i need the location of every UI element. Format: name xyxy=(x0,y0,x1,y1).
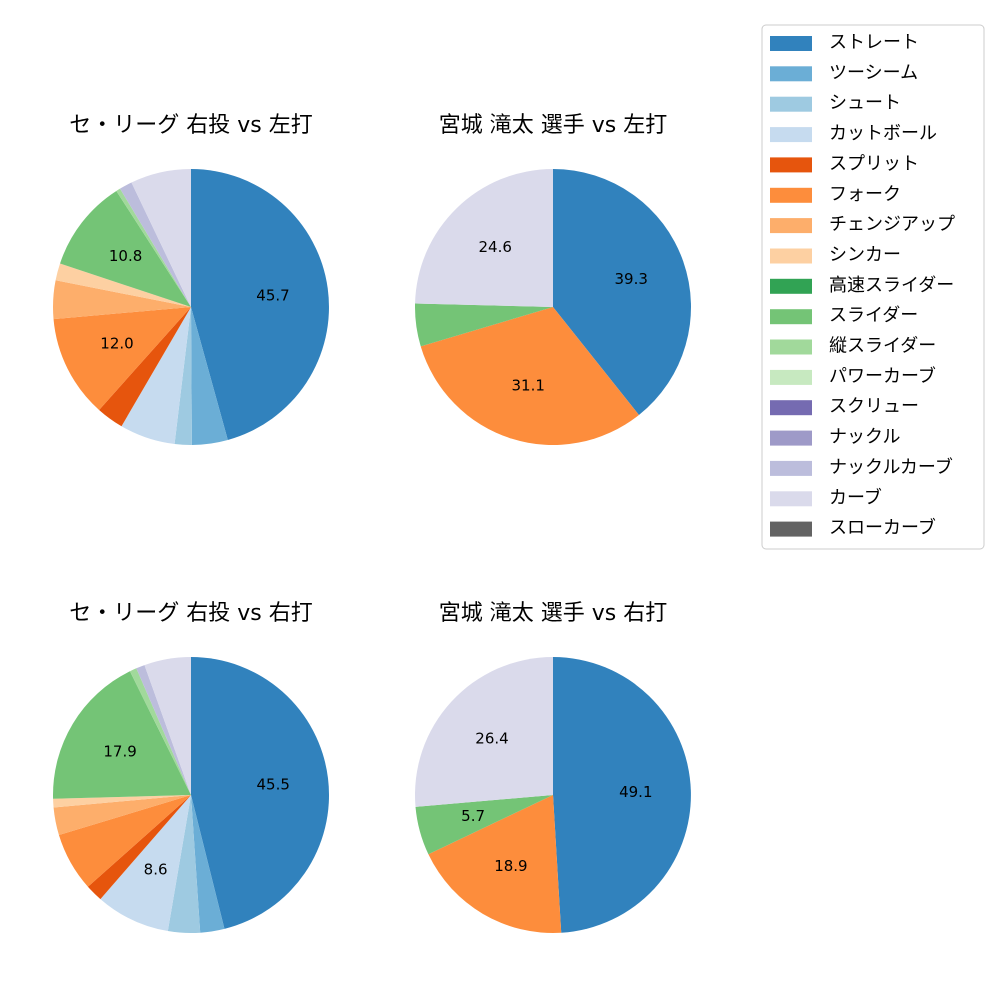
pie-value-label: 17.9 xyxy=(103,743,136,761)
pie-chart-1: セ・リーグ 右投 vs 左打 45.7 12.0 10.8 xyxy=(52,113,329,446)
legend: ストレートツーシームシュートカットボールスプリットフォークチェンジアップシンカー… xyxy=(761,24,985,550)
legend-swatch xyxy=(770,218,812,234)
pie-slice xyxy=(136,665,191,795)
legend-label: スプリット xyxy=(829,153,919,174)
legend-label: フォーク xyxy=(829,184,901,205)
pie-slice xyxy=(131,169,191,307)
legend-swatch xyxy=(770,460,812,476)
pie-slice xyxy=(120,182,191,307)
pie-value-label: 5.7 xyxy=(461,807,485,825)
legend-swatch xyxy=(770,127,812,143)
pie-value-label: 18.9 xyxy=(494,857,527,875)
pie-value-label: 24.6 xyxy=(478,238,511,256)
pie-title: セ・リーグ 右投 vs 左打 xyxy=(69,113,312,138)
legend-label: チェンジアップ xyxy=(829,214,955,235)
pie-slice xyxy=(99,307,191,427)
legend-swatch xyxy=(770,157,812,173)
pie-value-label: 10.8 xyxy=(109,247,142,265)
pie-slice xyxy=(191,657,330,929)
legend-label: カットボール xyxy=(829,123,937,144)
pie-value-label: 31.1 xyxy=(511,377,544,395)
legend-label: ツーシーム xyxy=(829,62,918,83)
legend-label: ナックルカーブ xyxy=(829,456,953,478)
pie-slice xyxy=(53,307,191,410)
pie-title: セ・リーグ 右投 vs 右打 xyxy=(69,601,312,626)
legend-swatch xyxy=(770,369,812,385)
pie-slice xyxy=(420,307,639,445)
pie-charts: セ・リーグ 右投 vs 左打 45.7 12.0 10.8 宮城 滝太 選手 vs 左打… xyxy=(52,113,691,933)
legend-label: パワーカーブ xyxy=(829,365,936,387)
pie-slice xyxy=(191,795,225,933)
legend-label: 高速スライダー xyxy=(829,275,954,296)
legend-swatch xyxy=(770,187,812,203)
pie-slice xyxy=(428,795,562,933)
pie-slice xyxy=(116,188,191,307)
pie-slice xyxy=(53,795,191,836)
legend-swatch xyxy=(770,66,812,82)
pie-slice xyxy=(415,169,553,307)
pie-chart-2: 宮城 滝太 選手 vs 左打 39.3 31.1 24.6 xyxy=(414,113,691,445)
pie-value-label: 45.5 xyxy=(256,775,289,793)
pie-slice xyxy=(60,190,191,307)
legend-label: ナックル xyxy=(829,427,900,448)
pie-slice xyxy=(53,795,191,808)
legend-label: シュート xyxy=(829,93,901,114)
pie-slice xyxy=(58,795,191,887)
legend-swatch xyxy=(770,521,812,537)
pie-slice xyxy=(52,671,191,799)
legend-swatch xyxy=(770,36,812,51)
pie-slice xyxy=(553,169,691,415)
pie-title: 宮城 滝太 選手 vs 左打 xyxy=(439,113,667,138)
legend-swatch xyxy=(770,339,812,355)
legend-swatch xyxy=(770,491,812,507)
pie-slice xyxy=(87,795,191,900)
legend-frame xyxy=(761,24,985,550)
legend-label: スライダー xyxy=(829,305,918,326)
legend-swatch xyxy=(770,278,812,294)
pie-slice xyxy=(191,307,228,445)
pie-slice xyxy=(553,657,691,933)
pie-value-label: 49.1 xyxy=(619,783,652,801)
pie-slice xyxy=(55,263,191,307)
legend-swatch xyxy=(770,248,812,264)
legend-swatch xyxy=(770,96,812,112)
pie-slice xyxy=(100,795,191,932)
pie-slice xyxy=(167,795,201,933)
legend-swatch xyxy=(770,309,812,325)
pie-slice xyxy=(415,795,553,855)
pie-slice xyxy=(52,280,191,320)
legend-swatch xyxy=(770,400,812,416)
pie-value-label: 12.0 xyxy=(100,335,133,353)
pie-slice xyxy=(129,668,191,795)
pie-value-label: 8.6 xyxy=(144,860,168,878)
legend-label: シンカー xyxy=(829,245,901,266)
pie-value-label: 45.7 xyxy=(256,286,289,304)
pie-slice xyxy=(191,169,329,440)
legend-label: カーブ xyxy=(829,486,882,508)
pie-slice xyxy=(414,303,553,347)
legend-label: ストレート xyxy=(829,32,919,53)
pie-chart-3: セ・リーグ 右投 vs 右打 45.5 8.6 17.9 xyxy=(52,601,330,933)
pie-slice xyxy=(174,307,192,446)
pie-value-label: 39.3 xyxy=(614,270,647,288)
pie-title: 宮城 滝太 選手 vs 右打 xyxy=(439,601,667,626)
legend-swatch xyxy=(770,430,812,446)
pie-chart-4: 宮城 滝太 選手 vs 右打 49.1 18.9 5.7 26.4 xyxy=(414,601,691,933)
legend-label: スローカーブ xyxy=(829,517,936,539)
pie-slice xyxy=(144,657,191,795)
pie-slice xyxy=(414,657,553,807)
legend-label: 縦スライダー xyxy=(829,336,936,357)
pie-value-label: 26.4 xyxy=(475,730,508,748)
legend-label: スクリュー xyxy=(829,396,919,417)
pie-slice xyxy=(121,307,191,445)
